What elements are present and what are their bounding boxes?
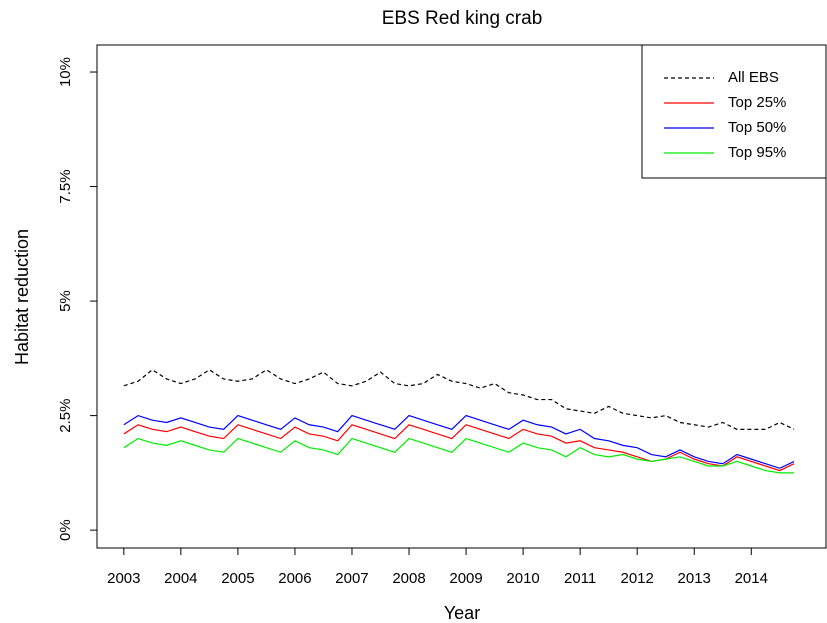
x-tick-label: 2011: [564, 570, 596, 587]
x-tick-label: 2005: [221, 570, 254, 587]
legend-label: Top 95%: [728, 144, 786, 161]
legend-label: Top 25%: [728, 94, 786, 111]
x-tick-label: 2012: [621, 570, 654, 587]
y-tick-label: 2.5%: [57, 399, 74, 433]
x-tick-label: 2006: [278, 570, 311, 587]
legend-label: Top 50%: [728, 119, 786, 136]
x-tick-label: 2003: [107, 570, 140, 587]
y-axis-title: Habitat reduction: [12, 229, 32, 365]
y-tick-label: 10%: [57, 57, 74, 87]
x-axis-title: Year: [444, 603, 480, 623]
series-line: [123, 437, 795, 474]
series-line: [123, 414, 795, 469]
legend-box: [641, 44, 827, 179]
x-tick-label: 2004: [164, 570, 197, 587]
series-line: [123, 424, 795, 472]
x-tick-label: 2013: [678, 570, 711, 587]
legend-label: All EBS: [728, 69, 779, 86]
chart-title: EBS Red king crab: [382, 8, 543, 29]
x-tick-label: 2007: [335, 570, 368, 587]
x-tick-label: 2014: [735, 570, 768, 587]
y-tick-label: 7.5%: [57, 169, 74, 203]
y-tick-label: 5%: [57, 290, 74, 312]
x-tick-label: 2008: [392, 570, 425, 587]
x-tick-label: 2009: [449, 570, 482, 587]
y-tick-label: 0%: [57, 519, 74, 541]
x-tick-label: 2010: [506, 570, 539, 587]
series-line: [123, 369, 795, 430]
